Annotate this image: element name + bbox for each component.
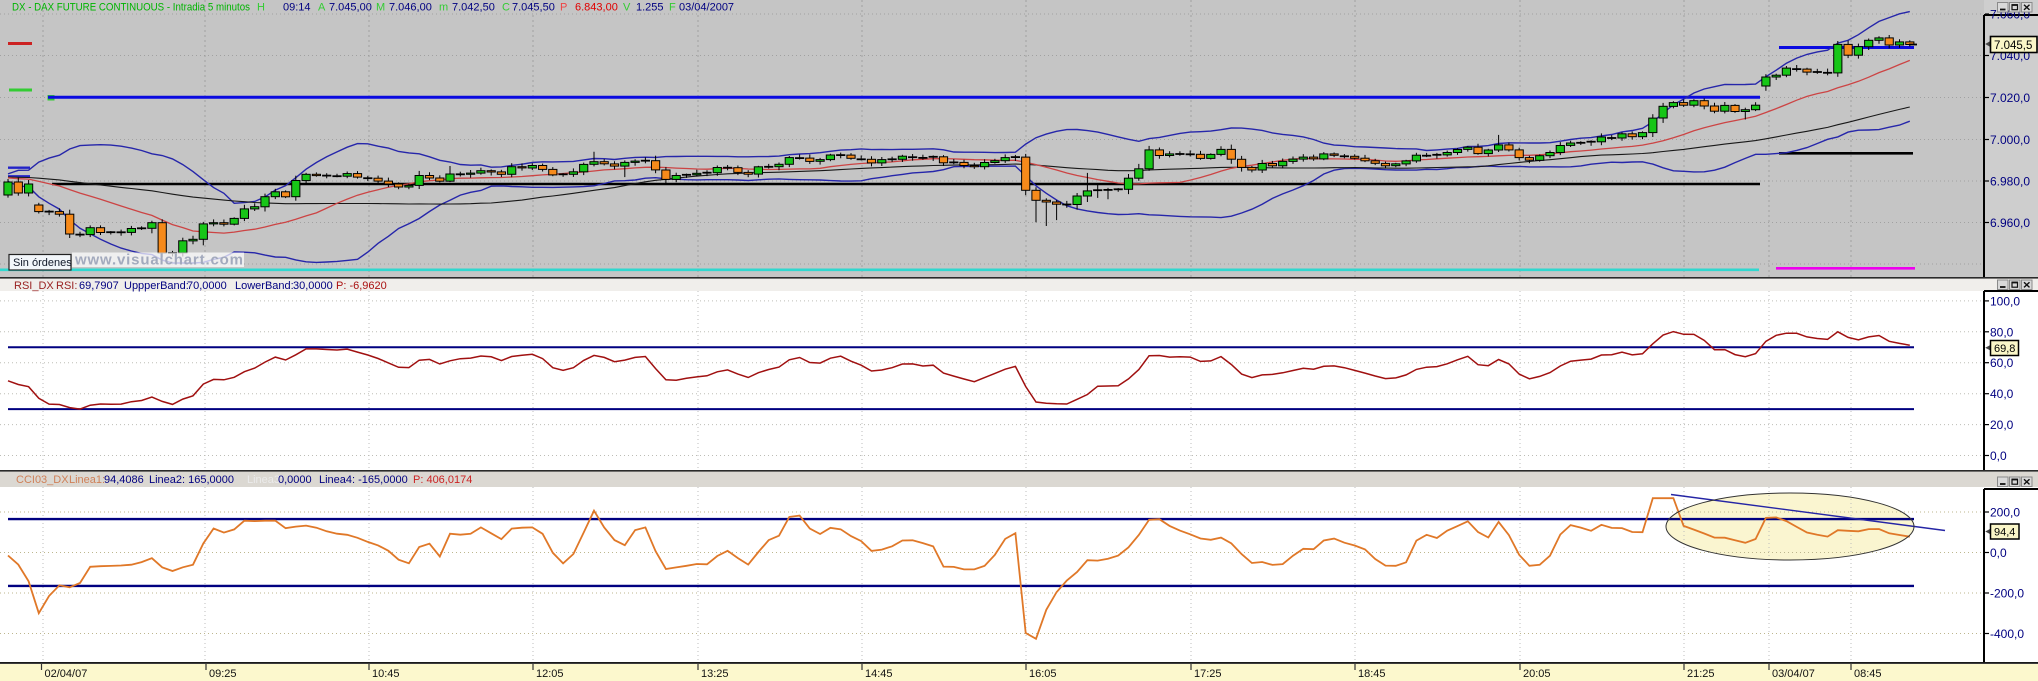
svg-text:1.255: 1.255	[636, 2, 664, 14]
svg-text:08:45: 08:45	[1854, 668, 1882, 680]
svg-text:m: m	[439, 2, 448, 14]
svg-text:6.980,0: 6.980,0	[1990, 175, 2030, 189]
svg-text:20,0: 20,0	[1990, 418, 2014, 432]
svg-text:7.046,00: 7.046,00	[389, 2, 432, 14]
svg-text:Sin órdenes: Sin órdenes	[13, 257, 72, 269]
svg-text:200,0: 200,0	[1990, 506, 2020, 520]
svg-text:7.045,5: 7.045,5	[1994, 40, 2032, 52]
svg-text:0,0: 0,0	[1990, 449, 2007, 463]
svg-text:09:14: 09:14	[283, 2, 311, 14]
svg-text:0,0000: 0,0000	[278, 474, 312, 486]
svg-text:10:45: 10:45	[372, 668, 400, 680]
svg-text:DX - DAX FUTURE CONTINUOUS - I: DX - DAX FUTURE CONTINUOUS - Intradia 5 …	[12, 2, 250, 14]
svg-text:12:05: 12:05	[536, 668, 564, 680]
svg-text:0,0: 0,0	[1990, 546, 2007, 560]
svg-text:F: F	[669, 2, 676, 14]
svg-text:A: A	[318, 2, 326, 14]
svg-text:P: P	[560, 2, 567, 14]
svg-text:09:25: 09:25	[209, 668, 237, 680]
svg-text:6.843,00: 6.843,00	[575, 2, 618, 14]
svg-text:RSI_DX: RSI_DX	[14, 280, 54, 292]
svg-text:20:05: 20:05	[1523, 668, 1551, 680]
svg-text:60,0: 60,0	[1990, 356, 2014, 370]
svg-text:80,0: 80,0	[1990, 325, 2014, 339]
svg-text:LowerBand:: LowerBand:	[235, 280, 294, 292]
svg-text:18:45: 18:45	[1358, 668, 1386, 680]
svg-text:C: C	[502, 2, 510, 14]
svg-text:03/04/2007: 03/04/2007	[679, 2, 734, 14]
svg-text:Linea1:: Linea1:	[69, 474, 105, 486]
svg-text:30,0000: 30,0000	[293, 280, 333, 292]
svg-text:7.020,0: 7.020,0	[1990, 91, 2030, 105]
svg-text:69,8: 69,8	[1994, 343, 2015, 355]
svg-text:Linea4: -165,0000: Linea4: -165,0000	[319, 474, 408, 486]
svg-text:6.960,0: 6.960,0	[1990, 216, 2030, 230]
svg-text:7.042,50: 7.042,50	[452, 2, 495, 14]
svg-text:100,0: 100,0	[1990, 294, 2020, 308]
svg-text:Linea3:: Linea3:	[247, 474, 283, 486]
svg-text:16:05: 16:05	[1029, 668, 1057, 680]
svg-text:P: 406,0174: P: 406,0174	[413, 474, 472, 486]
svg-text:14:45: 14:45	[865, 668, 893, 680]
svg-text:V: V	[623, 2, 631, 14]
svg-text:www.visualchart.com: www.visualchart.com	[74, 252, 243, 269]
svg-text:69,7907: 69,7907	[79, 280, 119, 292]
svg-text:7.045,50: 7.045,50	[512, 2, 555, 14]
svg-text:UppperBand:: UppperBand:	[124, 280, 189, 292]
svg-text:70,0000: 70,0000	[187, 280, 227, 292]
svg-text:H: H	[257, 2, 265, 14]
svg-text:17:25: 17:25	[1194, 668, 1222, 680]
svg-text:03/04/07: 03/04/07	[1772, 668, 1815, 680]
svg-text:-400,0: -400,0	[1990, 627, 2024, 641]
svg-text:M: M	[376, 2, 385, 14]
svg-text:CCI03_DX: CCI03_DX	[16, 474, 69, 486]
svg-text:7.045,00: 7.045,00	[329, 2, 372, 14]
svg-text:RSI:: RSI:	[56, 280, 77, 292]
svg-text:-200,0: -200,0	[1990, 587, 2024, 601]
svg-text:21:25: 21:25	[1687, 668, 1715, 680]
svg-text:02/04/07: 02/04/07	[45, 668, 88, 680]
svg-text:13:25: 13:25	[701, 668, 729, 680]
svg-text:94,4086: 94,4086	[104, 474, 144, 486]
svg-text:P: -6,9620: P: -6,9620	[336, 280, 387, 292]
svg-text:40,0: 40,0	[1990, 387, 2014, 401]
svg-text:7.000,0: 7.000,0	[1990, 133, 2030, 147]
svg-text:Linea2: 165,0000: Linea2: 165,0000	[149, 474, 234, 486]
svg-text:94,4: 94,4	[1994, 527, 2015, 539]
